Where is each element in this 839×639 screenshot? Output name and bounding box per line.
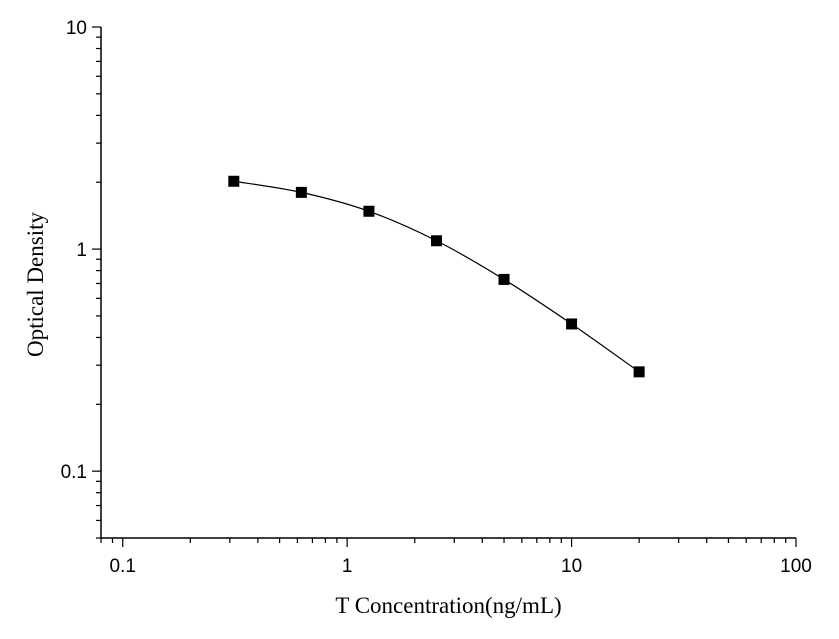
y-tick-label: 0.1 <box>61 462 87 483</box>
data-point-marker <box>228 175 240 187</box>
data-point-marker <box>566 318 578 330</box>
x-tick-label: 1 <box>342 556 353 577</box>
x-tick-label: 100 <box>780 556 812 577</box>
data-point-marker <box>633 366 645 378</box>
tick-labels: 0.1 1 10 100 0.1 1 10 <box>61 18 812 577</box>
y-tick-label: 1 <box>76 240 87 261</box>
axes <box>92 26 797 547</box>
x-axis-title: T Concentration(ng/mL) <box>335 593 561 618</box>
x-tick-label: 10 <box>561 556 582 577</box>
series-curve <box>233 180 640 373</box>
y-axis-title: Optical Density <box>23 212 48 357</box>
series-line <box>233 180 640 373</box>
series-markers <box>228 175 645 378</box>
data-point-marker <box>430 235 442 247</box>
data-point-marker <box>363 205 375 217</box>
x-tick-label: 0.1 <box>110 556 136 577</box>
data-point-marker <box>498 273 510 285</box>
y-tick-label: 10 <box>66 18 87 39</box>
data-point-marker <box>295 186 307 198</box>
